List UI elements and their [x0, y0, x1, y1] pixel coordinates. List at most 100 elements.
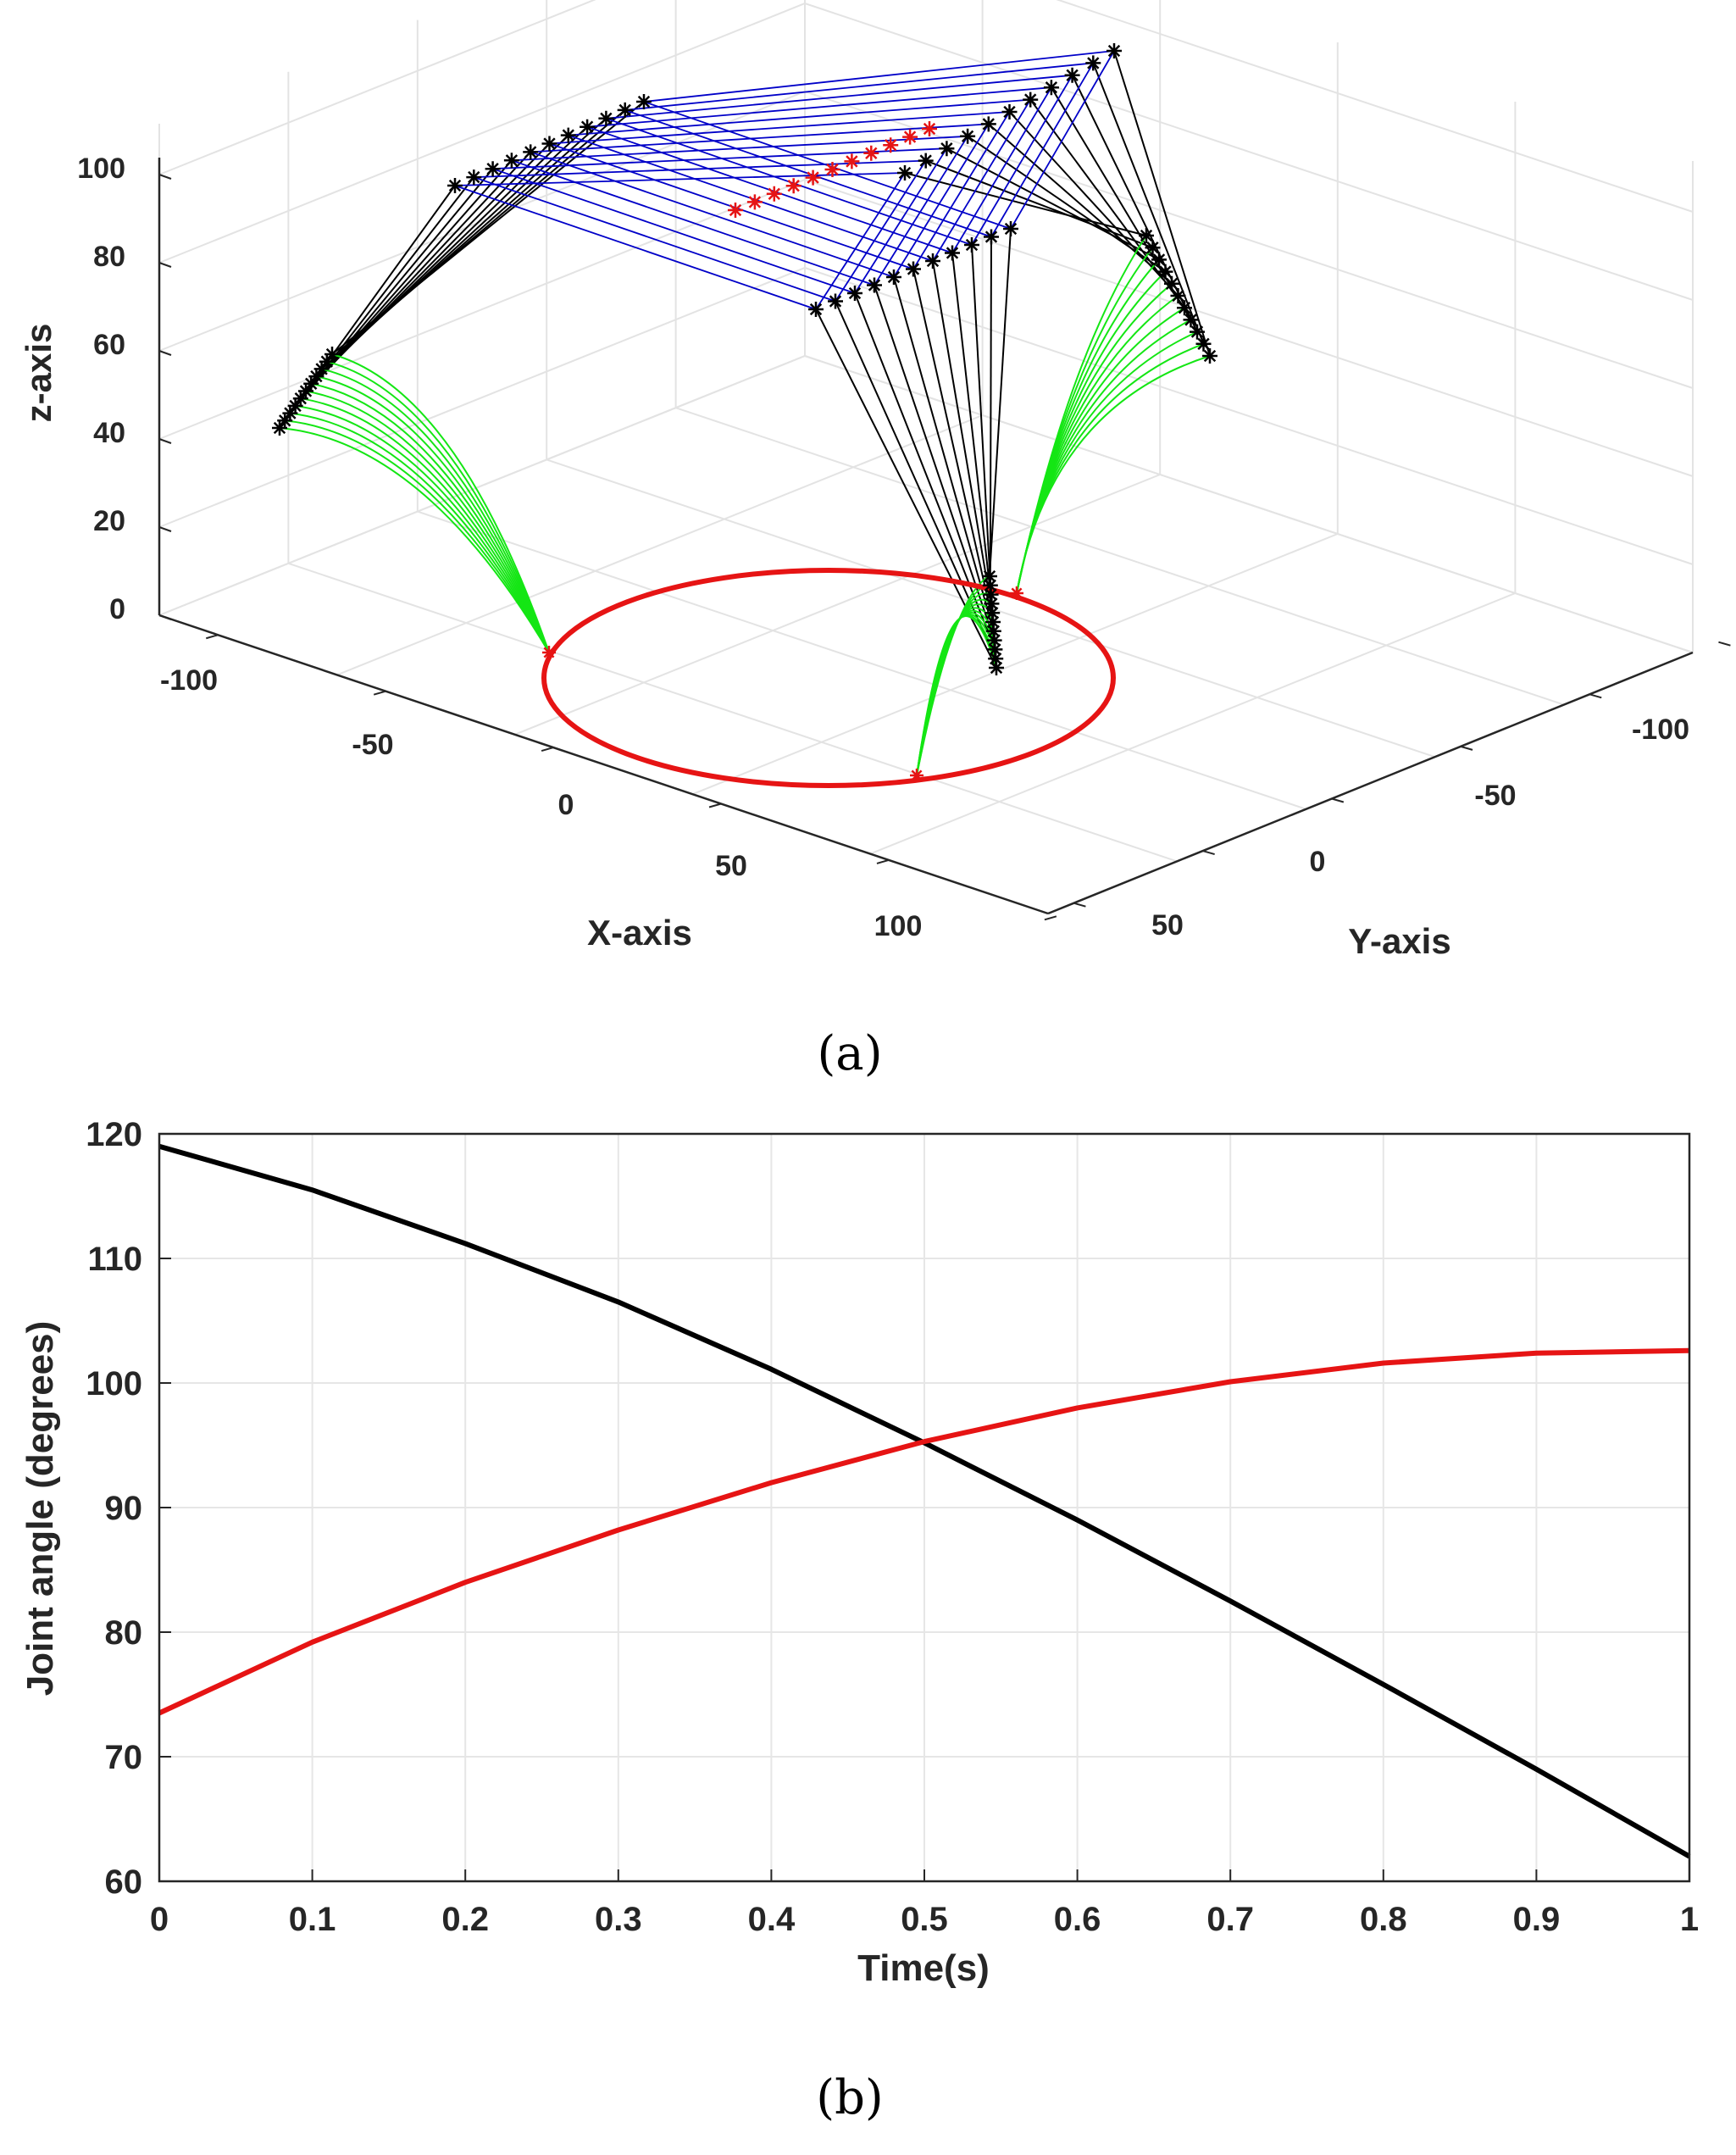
series-b — [158, 1143, 1691, 1859]
joint-star-marker — [308, 369, 324, 385]
black-link-front — [989, 228, 1012, 577]
y-tick-0: 0 — [1310, 846, 1326, 878]
x-tick-minus50: -50 — [352, 729, 393, 761]
green-leg-front — [916, 609, 995, 776]
blue-link-top — [643, 50, 1115, 103]
joint-star-marker — [485, 161, 501, 177]
grid-3d — [158, 0, 1694, 914]
y-tick-label: 120 — [86, 1116, 142, 1153]
joint-star-marker — [272, 420, 287, 436]
z-tick-mark — [158, 174, 172, 180]
robot-legs-green — [279, 235, 1211, 776]
green-leg-left — [316, 375, 550, 653]
joint-star-marker — [303, 375, 319, 392]
z-tick-40: 40 — [93, 417, 125, 449]
joint-star-marker — [1085, 55, 1101, 71]
black-link-left — [331, 101, 645, 355]
joint-star-marker — [980, 116, 996, 132]
green-leg-right — [1016, 355, 1211, 594]
green-leg-left — [279, 427, 550, 653]
y-tick-mark — [1331, 797, 1345, 803]
blue-link-side — [474, 176, 836, 303]
x-tick-label: 0.7 — [1206, 1901, 1254, 1938]
y-tick-label: 90 — [105, 1490, 143, 1527]
z-axis-label: z-axis — [19, 324, 58, 423]
joint-star-marker — [636, 94, 652, 109]
joint-star-marker — [989, 660, 1004, 675]
black-link-right — [1051, 86, 1192, 320]
y-tick-label: 100 — [86, 1365, 142, 1402]
floor-grid-line — [336, 414, 983, 676]
center-path-star-marker — [746, 194, 763, 210]
x-tick-label: 0 — [150, 1901, 169, 1938]
panel-b-line-chart: 0 0.1 0.2 0.3 0.4 0.5 0.6 0.7 0.8 0.9 1 60 70 80 90 10… — [19, 1116, 1699, 2125]
x-tick-100: 100 — [874, 910, 923, 942]
blue-link-top — [454, 172, 906, 186]
joint-star-marker — [1164, 275, 1179, 292]
joint-star-marker — [324, 347, 340, 362]
blue-link-top — [568, 98, 1031, 136]
blue-link-front — [912, 111, 1011, 269]
wall-grid-line — [158, 178, 1694, 477]
green-leg-front — [916, 613, 996, 776]
green-leg-left — [326, 360, 550, 653]
x-tick-50: 50 — [715, 850, 747, 882]
joint-star-marker — [984, 596, 1000, 612]
black-link-right — [946, 147, 1160, 261]
joint-star-marker — [984, 605, 1001, 621]
blue-link-top — [587, 86, 1051, 128]
center-path-star-marker — [922, 121, 937, 136]
x-tick-label: 0.6 — [1054, 1901, 1101, 1938]
green-leg-front — [916, 614, 997, 776]
z-tick-80: 80 — [93, 241, 125, 273]
tick-labels-3d: 100 80 60 40 20 0 -100 -50 0 50 100 -100… — [77, 153, 1689, 942]
joint-star-marker — [1023, 92, 1039, 108]
x-axis-line — [158, 614, 1049, 915]
black-link-right — [988, 123, 1173, 285]
floor-grid-line — [288, 562, 1178, 863]
black-link-front — [971, 244, 992, 595]
joint-star-marker — [886, 269, 901, 285]
z-tick-mark — [158, 438, 172, 444]
joint-star-marker — [925, 253, 940, 269]
floor-grid-line — [417, 510, 1306, 810]
blue-link-front — [990, 62, 1095, 237]
green-leg-left — [305, 390, 550, 653]
plot-frame-b — [158, 1132, 1691, 1883]
blue-link-side — [530, 151, 895, 278]
y-tick-label: 80 — [105, 1614, 143, 1652]
x-tick-minus100: -100 — [160, 664, 218, 697]
center-path-star-marker — [805, 169, 821, 186]
joint-star-marker — [598, 110, 614, 126]
wall-grid-line — [158, 90, 1694, 389]
blue-link-top — [530, 123, 989, 153]
joint-star-marker — [847, 286, 862, 301]
x-tick-mark — [876, 858, 890, 864]
y-axis-label: Y-axis — [1348, 921, 1450, 961]
joint-star-marker — [466, 169, 482, 186]
y-tick-labels-b: 60 70 80 90 100 110 120 — [86, 1116, 142, 1901]
joint-star-marker — [292, 391, 308, 407]
joint-star-marker — [808, 302, 824, 317]
green-leg-right — [1016, 270, 1167, 594]
x-tick-mark — [373, 690, 386, 696]
blue-link-side — [454, 185, 817, 310]
y-tick-50: 50 — [1151, 909, 1184, 941]
x-tick-mark — [541, 747, 554, 753]
blue-link-side — [492, 168, 856, 294]
green-leg-left — [285, 419, 550, 653]
joint-star-marker — [867, 277, 882, 293]
floor-grid-line — [514, 474, 1161, 736]
foot-contact-marker — [1010, 586, 1023, 600]
foot-contact-marker — [542, 646, 556, 659]
green-leg-left — [311, 382, 550, 653]
joint-star-marker — [503, 153, 519, 169]
joint-star-marker — [541, 136, 557, 152]
joint-star-marker — [447, 178, 463, 193]
blue-link-top — [606, 74, 1073, 119]
black-link-front — [893, 276, 995, 632]
green-leg-left — [331, 353, 550, 653]
joint-star-marker — [897, 165, 912, 181]
center-path-star-marker — [883, 137, 899, 153]
